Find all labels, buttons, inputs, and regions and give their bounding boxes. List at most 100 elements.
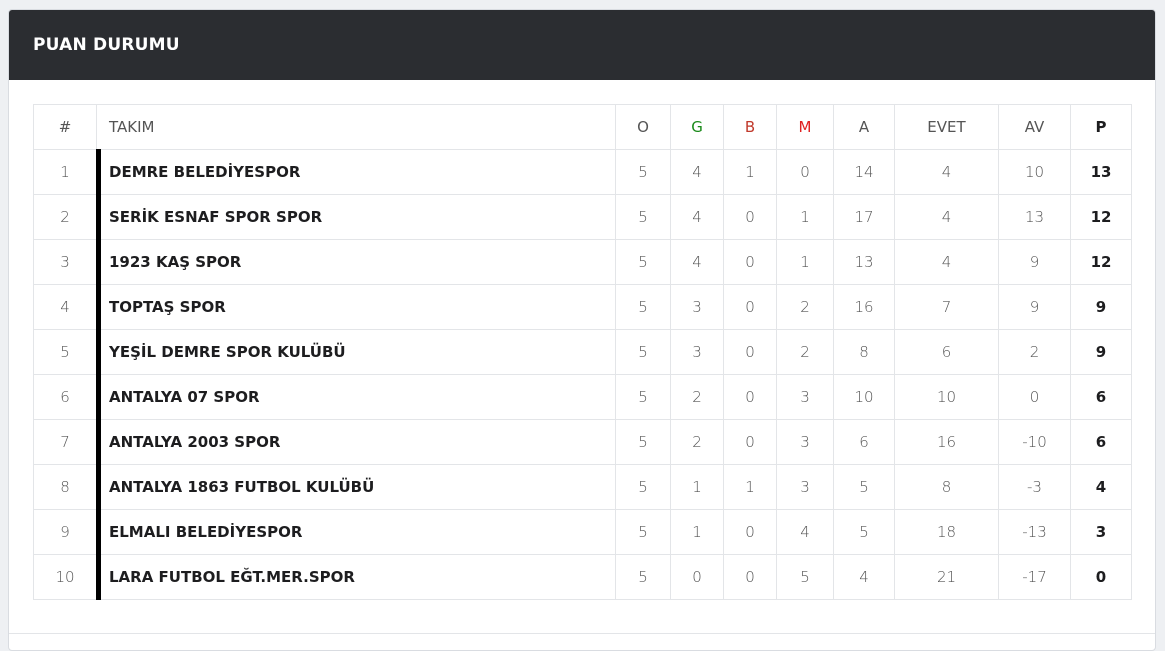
- played-cell: 5: [615, 329, 671, 375]
- drawn-cell: 0: [723, 374, 777, 420]
- standings-body: 1 DEMRE BELEDİYESPOR 5 4 1 0 14 4 10 13 2 SERİK ESN…: [33, 149, 1132, 601]
- team-name-cell[interactable]: SERİK ESNAF SPOR SPOR: [96, 194, 616, 241]
- column-header-won[interactable]: G: [670, 104, 724, 150]
- goal-difference-cell: -17: [998, 554, 1071, 600]
- lost-cell: 3: [776, 374, 834, 420]
- played-cell: 5: [615, 464, 671, 510]
- goals-for-cell: 4: [833, 554, 895, 600]
- drawn-cell: 0: [723, 329, 777, 375]
- lost-cell: 5: [776, 554, 834, 600]
- table-row[interactable]: 6 ANTALYA 07 SPOR 5 2 0 3 10 10 0 6: [33, 374, 1132, 421]
- table-row[interactable]: 8 ANTALYA 1863 FUTBOL KULÜBÜ 5 1 1 3 5 8 -3 4: [33, 464, 1132, 511]
- column-header-lost[interactable]: M: [776, 104, 834, 150]
- column-header-goals-against[interactable]: EVET: [894, 104, 999, 150]
- drawn-cell: 0: [723, 554, 777, 600]
- column-header-rank[interactable]: #: [33, 104, 97, 150]
- table-row[interactable]: 3 1923 KAŞ SPOR 5 4 0 1 13 4 9 12: [33, 239, 1132, 286]
- points-cell: 9: [1070, 329, 1132, 375]
- lost-cell: 4: [776, 509, 834, 555]
- rank-cell: 7: [33, 419, 97, 465]
- goals-against-cell: 8: [894, 464, 999, 510]
- won-cell: 4: [670, 149, 724, 195]
- goals-for-cell: 14: [833, 149, 895, 195]
- column-header-points[interactable]: P: [1070, 104, 1132, 150]
- goals-against-cell: 4: [894, 194, 999, 240]
- table-row[interactable]: 2 SERİK ESNAF SPOR SPOR 5 4 0 1 17 4 13 12: [33, 194, 1132, 241]
- column-header-played[interactable]: O: [615, 104, 671, 150]
- goals-for-cell: 8: [833, 329, 895, 375]
- team-name-cell[interactable]: 1923 KAŞ SPOR: [96, 239, 616, 286]
- goal-difference-cell: 2: [998, 329, 1071, 375]
- played-cell: 5: [615, 194, 671, 240]
- column-header-drawn[interactable]: B: [723, 104, 777, 150]
- goals-against-cell: 6: [894, 329, 999, 375]
- team-name-cell[interactable]: ANTALYA 07 SPOR: [96, 374, 616, 421]
- column-header-goal-difference[interactable]: AV: [998, 104, 1071, 150]
- drawn-cell: 1: [723, 464, 777, 510]
- goals-against-cell: 16: [894, 419, 999, 465]
- drawn-cell: 0: [723, 194, 777, 240]
- table-row[interactable]: 5 YEŞİL DEMRE SPOR KULÜBÜ 5 3 0 2 8 6 2 9: [33, 329, 1132, 376]
- played-cell: 5: [615, 509, 671, 555]
- points-cell: 4: [1070, 464, 1132, 510]
- goals-for-cell: 13: [833, 239, 895, 285]
- goals-against-cell: 21: [894, 554, 999, 600]
- goals-against-cell: 10: [894, 374, 999, 420]
- team-name-cell[interactable]: TOPTAŞ SPOR: [96, 284, 616, 331]
- won-cell: 1: [670, 509, 724, 555]
- lost-cell: 0: [776, 149, 834, 195]
- goals-for-cell: 16: [833, 284, 895, 330]
- played-cell: 5: [615, 284, 671, 330]
- team-name-cell[interactable]: ANTALYA 2003 SPOR: [96, 419, 616, 466]
- goals-for-cell: 5: [833, 464, 895, 510]
- played-cell: 5: [615, 239, 671, 285]
- rank-cell: 8: [33, 464, 97, 510]
- lost-cell: 2: [776, 284, 834, 330]
- rank-cell: 5: [33, 329, 97, 375]
- table-row[interactable]: 9 ELMALI BELEDİYESPOR 5 1 0 4 5 18 -13 3: [33, 509, 1132, 556]
- team-name-cell[interactable]: ANTALYA 1863 FUTBOL KULÜBÜ: [96, 464, 616, 511]
- drawn-cell: 0: [723, 509, 777, 555]
- played-cell: 5: [615, 419, 671, 465]
- rank-cell: 4: [33, 284, 97, 330]
- standings-table-wrapper: # TAKIM O G B M A EVET AV P 1 DEMRE BELED…: [33, 104, 1132, 601]
- table-row[interactable]: 10 LARA FUTBOL EĞT.MER.SPOR 5 0 0 5 4 21 -17 0: [33, 554, 1132, 601]
- column-header-team[interactable]: TAKIM: [96, 104, 616, 150]
- column-header-goals-for[interactable]: A: [833, 104, 895, 150]
- team-name-cell[interactable]: DEMRE BELEDİYESPOR: [96, 149, 616, 196]
- goals-for-cell: 17: [833, 194, 895, 240]
- points-cell: 0: [1070, 554, 1132, 600]
- goal-difference-cell: 9: [998, 239, 1071, 285]
- goals-against-cell: 4: [894, 239, 999, 285]
- lost-cell: 3: [776, 419, 834, 465]
- points-cell: 6: [1070, 419, 1132, 465]
- goals-against-cell: 4: [894, 149, 999, 195]
- table-row[interactable]: 7 ANTALYA 2003 SPOR 5 2 0 3 6 16 -10 6: [33, 419, 1132, 466]
- drawn-cell: 0: [723, 419, 777, 465]
- lost-cell: 1: [776, 239, 834, 285]
- table-row[interactable]: 4 TOPTAŞ SPOR 5 3 0 2 16 7 9 9: [33, 284, 1132, 331]
- table-header-row: # TAKIM O G B M A EVET AV P: [33, 104, 1132, 150]
- table-row[interactable]: 1 DEMRE BELEDİYESPOR 5 4 1 0 14 4 10 13: [33, 149, 1132, 196]
- goal-difference-cell: 13: [998, 194, 1071, 240]
- goals-against-cell: 18: [894, 509, 999, 555]
- goal-difference-cell: -10: [998, 419, 1071, 465]
- standings-card: PUAN DURUMU # TAKIM O G: [8, 9, 1156, 651]
- team-name-cell[interactable]: LARA FUTBOL EĞT.MER.SPOR: [96, 554, 616, 601]
- goal-difference-cell: -13: [998, 509, 1071, 555]
- goal-difference-cell: -3: [998, 464, 1071, 510]
- goal-difference-cell: 0: [998, 374, 1071, 420]
- goal-difference-cell: 9: [998, 284, 1071, 330]
- lost-cell: 1: [776, 194, 834, 240]
- card-header: PUAN DURUMU: [9, 10, 1155, 80]
- lost-cell: 3: [776, 464, 834, 510]
- team-name-cell[interactable]: ELMALI BELEDİYESPOR: [96, 509, 616, 556]
- rank-cell: 6: [33, 374, 97, 420]
- won-cell: 4: [670, 194, 724, 240]
- played-cell: 5: [615, 374, 671, 420]
- rank-cell: 2: [33, 194, 97, 240]
- rank-cell: 9: [33, 509, 97, 555]
- team-name-cell[interactable]: YEŞİL DEMRE SPOR KULÜBÜ: [96, 329, 616, 376]
- points-cell: 13: [1070, 149, 1132, 195]
- rank-cell: 1: [33, 149, 97, 195]
